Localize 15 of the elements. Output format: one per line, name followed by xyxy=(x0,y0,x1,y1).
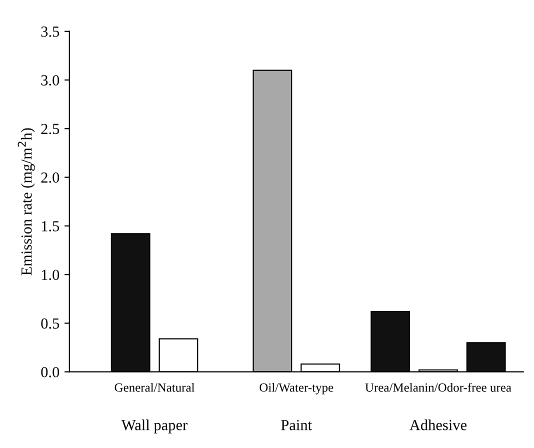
y-tick-label: 0.5 xyxy=(41,318,60,329)
y-tick-label: 0.0 xyxy=(41,366,60,378)
y-tick-label: 2.0 xyxy=(41,172,60,183)
text: Adhesive xyxy=(410,420,467,430)
y-tick-label: 3.0 xyxy=(41,75,60,86)
y-tick-label: 3.5 xyxy=(41,26,60,37)
x-tick-label: Urea/Melanin/Odor-free urea xyxy=(365,382,512,392)
y-tick-label: 1.0 xyxy=(42,270,60,280)
y-axis-title: Emission rate (mg/m$^{2}$h) xyxy=(18,128,35,276)
text: Wall paper xyxy=(121,420,188,434)
y-tick-label: 1.5 xyxy=(42,221,60,232)
x-tick-label: Oil/Water-type xyxy=(260,382,334,394)
x-tick-label: General/Natural xyxy=(114,382,195,392)
y-tick-label: 2.5 xyxy=(41,124,60,134)
text: Paint xyxy=(281,420,312,430)
